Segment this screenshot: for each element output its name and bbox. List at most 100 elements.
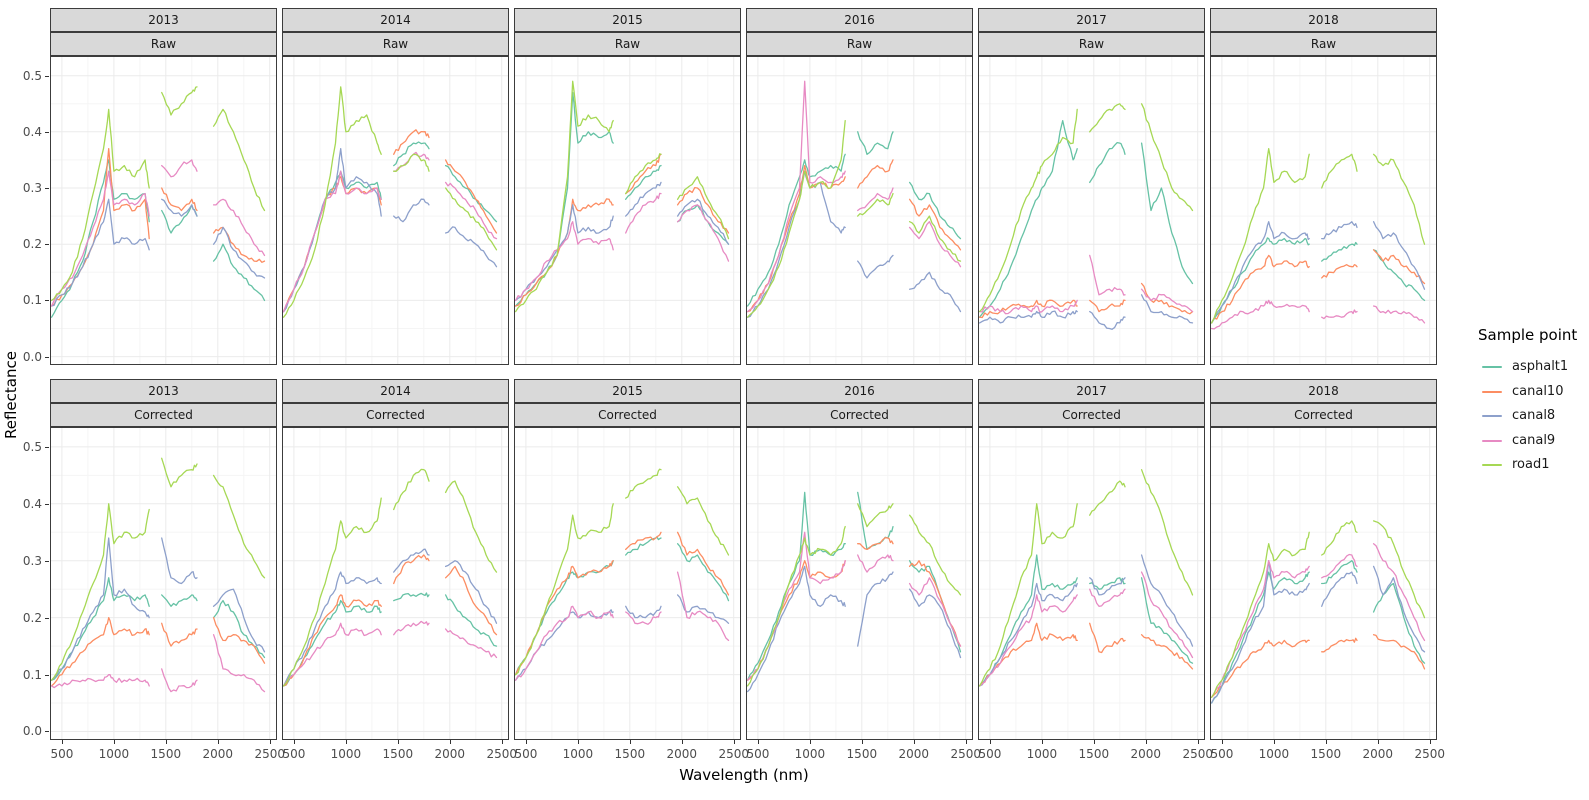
x-tick-label: 2000 [1130, 747, 1162, 761]
x-tick-label: 500 [978, 747, 1002, 761]
series-line-asphalt1 [1089, 141, 1126, 184]
x-tick-label: 500 [1210, 747, 1234, 761]
series-line-canal9 [1321, 309, 1358, 320]
legend-item-label-canal8: canal8 [1512, 408, 1556, 423]
x-tick-mark [1429, 740, 1431, 744]
series-line-road1 [282, 497, 382, 687]
series-line-canal8 [1210, 221, 1310, 324]
series-line-canal8 [1372, 221, 1426, 290]
facet-strip-type-raw: Raw [50, 32, 277, 56]
series-line-canal8 [1089, 577, 1126, 596]
series-line-canal10 [444, 565, 498, 636]
series-line-road1 [908, 215, 962, 262]
series-line-canal8 [746, 565, 846, 693]
x-tick-mark [61, 740, 63, 744]
series-line-canal10 [676, 186, 730, 234]
series-line-canal8 [1089, 310, 1126, 330]
series-line-road1 [50, 108, 150, 302]
series-line-canal9 [212, 198, 266, 257]
panel-border [282, 427, 509, 740]
x-tick-label: 500 [50, 747, 74, 761]
y-tick-label: 0.1 [22, 293, 42, 308]
facet-panel-2016-raw [746, 56, 973, 365]
series-line-road1 [1089, 103, 1126, 133]
series-line-road1 [1140, 103, 1194, 212]
legend-item-label-canal10: canal10 [1512, 383, 1564, 399]
x-tick-mark [1197, 740, 1199, 744]
series-line-road1 [161, 86, 198, 116]
x-tick-mark [501, 740, 503, 744]
x-tick-mark [525, 740, 527, 744]
series-line-road1 [746, 119, 846, 318]
series-line-asphalt1 [1089, 577, 1126, 590]
series-line-canal8 [676, 198, 730, 245]
series-line-asphalt1 [1210, 571, 1310, 704]
series-line-road1 [393, 153, 430, 173]
series-line-asphalt1 [161, 594, 198, 607]
panel-border [978, 56, 1205, 365]
series-line-asphalt1 [212, 243, 266, 302]
x-tick-mark [577, 740, 579, 744]
series-line-canal10 [978, 299, 1078, 319]
y-tick-mark [45, 674, 49, 676]
series-line-canal8 [1210, 560, 1310, 704]
x-tick-mark [1041, 740, 1043, 744]
facet-strip-year-2013: 2013 [50, 8, 277, 32]
y-tick-mark [45, 75, 49, 77]
y-tick-mark [45, 131, 49, 133]
panel-border [1210, 56, 1437, 365]
series-line-canal8 [393, 548, 430, 573]
series-line-road1 [1321, 520, 1358, 556]
series-line-canal9 [625, 192, 662, 234]
series-line-road1 [444, 187, 498, 251]
facet-strip-year-2018: 2018 [1210, 8, 1437, 32]
x-tick-label: 1500 [846, 747, 878, 761]
series-line-canal10 [908, 198, 962, 251]
series-line-canal8 [444, 560, 498, 624]
legend-item-label-road1: road1 [1512, 457, 1550, 472]
series-line-canal9 [161, 668, 198, 693]
series-line-road1 [625, 468, 662, 499]
series-line-road1 [857, 192, 894, 217]
series-line-asphalt1 [1321, 560, 1358, 585]
series-line-canal9 [676, 204, 730, 262]
series-line-road1 [1210, 531, 1310, 698]
legend-title: Sample point [1478, 326, 1578, 344]
x-tick-mark [269, 740, 271, 744]
series-line-canal8 [978, 582, 1078, 687]
series-line-canal8 [50, 537, 150, 681]
series-line-canal9 [978, 299, 1078, 315]
series-line-asphalt1 [393, 141, 430, 167]
series-line-asphalt1 [625, 164, 662, 200]
series-line-canal9 [857, 187, 894, 212]
series-line-canal10 [857, 159, 894, 189]
series-line-canal10 [1210, 254, 1310, 324]
x-tick-label: 2500 [950, 747, 981, 761]
x-tick-mark [397, 740, 399, 744]
series-line-canal8 [625, 605, 662, 619]
x-tick-label: 2500 [254, 747, 285, 761]
series-line-canal10 [857, 537, 894, 551]
series-line-canal8 [857, 571, 894, 647]
series-line-canal10 [1321, 264, 1358, 279]
series-line-canal9 [676, 571, 730, 642]
facet-strip-type-raw: Raw [514, 32, 741, 56]
series-line-asphalt1 [1321, 241, 1358, 262]
facet-strip-type-raw: Raw [282, 32, 509, 56]
y-tick-label: 0.0 [22, 724, 42, 739]
facet-strip-year-2016: 2016 [746, 8, 973, 32]
series-line-road1 [50, 503, 150, 681]
series-line-road1 [393, 468, 430, 511]
panel-border [746, 56, 973, 365]
series-line-canal10 [1372, 634, 1426, 670]
series-line-canal10 [1140, 634, 1194, 670]
series-line-canal10 [1372, 249, 1426, 285]
y-tick-mark [45, 503, 49, 505]
x-tick-label: 2000 [202, 747, 234, 761]
series-line-canal9 [857, 554, 894, 573]
series-line-asphalt1 [1140, 142, 1194, 285]
series-line-canal8 [212, 588, 266, 653]
x-tick-mark [1377, 740, 1379, 744]
series-line-asphalt1 [676, 543, 730, 602]
